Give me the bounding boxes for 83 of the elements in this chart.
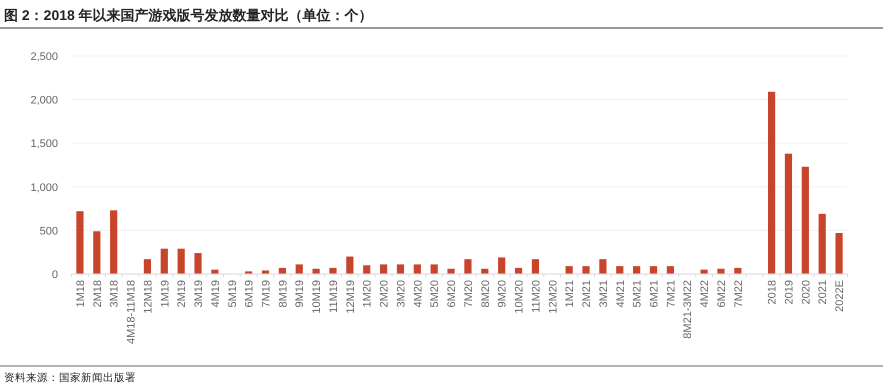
y-tick-label: 2,000 [30, 94, 58, 107]
x-tick-label: 6M21 [648, 280, 660, 308]
bar [178, 248, 185, 274]
x-tick-label: 7M19 [260, 280, 272, 308]
x-tick-label: 6M19 [244, 280, 256, 308]
bar [650, 266, 658, 274]
bar [666, 266, 674, 274]
x-tick-label: 2M19 [176, 280, 188, 308]
bar [414, 264, 421, 274]
x-tick-label: 10M20 [514, 280, 526, 314]
bar [160, 248, 168, 274]
x-tick-label: 11M20 [530, 280, 542, 313]
x-tick-label: 4M19 [210, 280, 222, 308]
x-tick-label: 5M19 [226, 280, 239, 308]
bar [802, 166, 809, 274]
x-tick-label: 6M22 [716, 280, 728, 308]
bar [380, 264, 388, 274]
bar [464, 259, 472, 274]
x-tick-label: 8M20 [480, 280, 492, 308]
bar [430, 264, 438, 274]
x-tick-label: 2021 [817, 280, 830, 304]
bar [144, 259, 152, 274]
bar [566, 266, 573, 274]
x-tick-label: 4M21 [614, 280, 627, 308]
x-tick-label: 12M20 [547, 280, 560, 314]
x-tick-label: 4M20 [412, 280, 424, 308]
x-tick-label: 12M19 [344, 280, 357, 314]
x-tick-label: 2019 [783, 280, 796, 304]
x-tick-label: 8M21-3M22 [682, 280, 694, 339]
x-tick-label: 7M21 [665, 280, 678, 308]
x-tick-label: 1M19 [159, 280, 172, 308]
x-tick-label: 5M21 [632, 280, 644, 308]
x-tick-label: 7M20 [462, 280, 475, 308]
bar [633, 266, 640, 274]
x-tick-label: 2M21 [581, 280, 594, 308]
x-tick-label: 3M20 [395, 280, 408, 308]
x-tick-label: 11M19 [328, 280, 340, 313]
bar [734, 268, 742, 274]
y-tick-label: 1,500 [30, 138, 58, 150]
x-tick-label: 8M19 [277, 280, 290, 308]
x-tick-label: 10M19 [311, 280, 324, 314]
bar [363, 265, 370, 274]
x-tick-label: 1M21 [564, 280, 576, 308]
bar [194, 253, 202, 274]
bar [532, 259, 540, 274]
x-tick-label: 2020 [800, 280, 812, 304]
x-tick-label: 9M19 [294, 280, 306, 308]
bar [818, 214, 826, 274]
bar [296, 264, 303, 274]
bar [93, 231, 100, 274]
x-tick-label: 1M20 [362, 280, 374, 308]
y-tick-label: 0 [52, 269, 58, 281]
x-tick-label: 12M18 [142, 280, 154, 314]
bar [582, 266, 590, 274]
x-tick-label: 3M18 [108, 280, 121, 308]
bar [599, 259, 606, 274]
bar [396, 264, 404, 274]
x-tick-label: 7M22 [732, 280, 745, 308]
x-tick-label: 2M20 [378, 280, 391, 308]
bar [110, 210, 118, 274]
x-tick-label: 3M19 [193, 280, 206, 308]
chart-title: 图 2：2018 年以来国产游戏版号发放数量对比（单位：个） [4, 7, 373, 23]
x-tick-label: 2022E [834, 280, 846, 312]
bar [768, 92, 776, 274]
x-tick-label: 6M20 [446, 280, 458, 308]
x-tick-label: 1M18 [74, 280, 87, 308]
bar [835, 233, 843, 274]
x-tick-label: 5M20 [429, 280, 442, 308]
bar [76, 211, 84, 274]
bar [498, 257, 506, 274]
y-tick-label: 1,000 [30, 182, 58, 194]
x-tick-label: 3M21 [598, 280, 610, 308]
bar [346, 256, 354, 274]
bar [784, 154, 792, 274]
bar [616, 266, 624, 274]
x-tick-label: 2018 [766, 280, 779, 304]
x-tick-label: 4M22 [699, 280, 712, 308]
y-tick-label: 500 [40, 225, 58, 238]
y-tick-label: 2,500 [30, 51, 58, 63]
x-tick-label: 9M20 [496, 280, 509, 308]
x-tick-label: 2M18 [92, 280, 104, 308]
x-tick-label: 4M18-11M18 [126, 280, 138, 344]
text: 资料来源：国家新闻出版署 [4, 371, 136, 384]
